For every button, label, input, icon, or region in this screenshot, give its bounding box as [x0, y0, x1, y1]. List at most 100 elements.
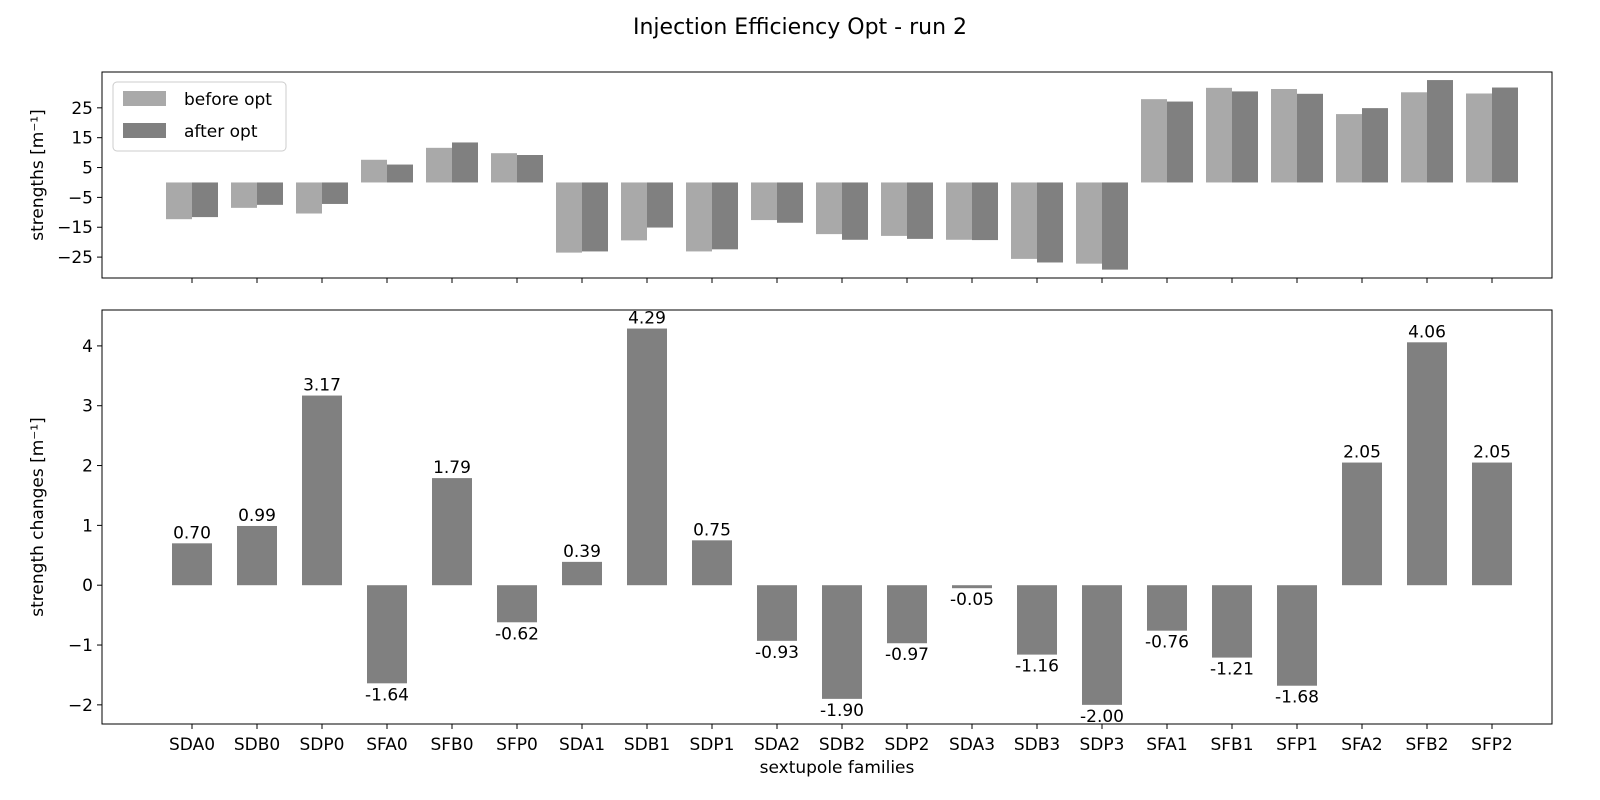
- top-bar-before-opt-sfa1: [1141, 99, 1167, 183]
- top-bar-before-opt-sfp2: [1466, 93, 1492, 183]
- top-bar-after-opt-sdp3: [1102, 182, 1128, 270]
- x-tick-label-sfa2: SFA2: [1341, 735, 1382, 755]
- top-bar-after-opt-sdp0: [322, 182, 348, 204]
- bottom-bar-sdb3: [1017, 585, 1057, 655]
- top-bar-before-opt-sfa2: [1336, 114, 1362, 183]
- data-label-sdp2: -0.97: [885, 645, 929, 665]
- bottom-bar-sfa0: [367, 585, 407, 684]
- x-tick-label-sdb3: SDB3: [1014, 735, 1060, 755]
- legend-label-after-opt: after opt: [184, 122, 258, 142]
- bottom-y-tick-label: 4: [82, 337, 93, 357]
- top-bar-after-opt-sdb2: [842, 182, 868, 240]
- x-tick-label-sdb0: SDB0: [234, 735, 280, 755]
- bottom-bar-sfb0: [432, 478, 472, 586]
- x-tick-label-sfa1: SFA1: [1146, 735, 1187, 755]
- data-label-sfp2: 2.05: [1473, 443, 1511, 463]
- top-bar-after-opt-sdb1: [647, 182, 673, 228]
- data-label-sdp1: 0.75: [693, 520, 731, 540]
- bottom-y-tick-label: −1: [68, 636, 93, 656]
- top-bar-before-opt-sfa0: [361, 159, 387, 183]
- data-label-sda2: -0.93: [755, 643, 799, 663]
- top-bar-after-opt-sda1: [582, 182, 608, 252]
- legend-swatch-before-opt: [123, 91, 166, 106]
- bottom-data-labels: 0.70 0.99 3.17 -1.64 1.79 -0.62 0.39 4.29 0.75 -0…: [173, 309, 1511, 727]
- bottom-y-tick-label: 0: [82, 576, 93, 596]
- data-label-sfa2: 2.05: [1343, 443, 1381, 463]
- top-bar-before-opt-sdp2: [881, 182, 907, 236]
- bottom-bar-sda0: [172, 543, 212, 586]
- bottom-bar-sdp1: [692, 540, 732, 586]
- data-label-sfp1: -1.68: [1275, 688, 1319, 708]
- x-tick-label-sfp1: SFP1: [1276, 735, 1318, 755]
- top-bar-before-opt-sdp3: [1076, 182, 1102, 264]
- bottom-y-ticks: 4 3 2 1 0 −1 −2: [68, 337, 102, 716]
- x-tick-label-sdb2: SDB2: [819, 735, 865, 755]
- top-bar-after-opt-sdb0: [257, 182, 283, 205]
- top-bar-after-opt-sdb3: [1037, 182, 1063, 263]
- bottom-y-tick-label: 1: [82, 516, 93, 536]
- bottom-bar-sdp3: [1082, 585, 1122, 705]
- bottom-bar-sfa1: [1147, 585, 1187, 631]
- bottom-y-tick-label: −2: [68, 696, 93, 716]
- top-bar-before-opt-sfp1: [1271, 89, 1297, 183]
- top-bar-before-opt-sda0: [166, 182, 192, 220]
- data-label-sfa0: -1.64: [365, 685, 409, 705]
- bottom-bar-sda3: [952, 585, 992, 589]
- top-bar-after-opt-sfa0: [387, 164, 413, 183]
- bottom-plot-frame: [101, 309, 1553, 725]
- bottom-bar-sdp0: [302, 395, 342, 586]
- top-bar-after-opt-sfa1: [1167, 101, 1193, 183]
- top-bar-before-opt-sdb2: [816, 182, 842, 235]
- top-x-ticks: [191, 278, 1493, 283]
- bottom-bars: [172, 328, 1512, 705]
- top-bar-before-opt-sdb3: [1011, 182, 1037, 259]
- legend: before opt after opt: [112, 81, 287, 152]
- top-y-tick-label: −25: [57, 248, 93, 268]
- bottom-bar-sfp1: [1277, 585, 1317, 686]
- x-tick-label-sfb2: SFB2: [1405, 735, 1448, 755]
- top-bar-before-opt-sfp0: [491, 153, 517, 183]
- x-tick-label-sdp0: SDP0: [300, 735, 345, 755]
- x-tick-label-sfa0: SFA0: [366, 735, 407, 755]
- data-label-sdp0: 3.17: [303, 376, 341, 396]
- data-label-sfa1: -0.76: [1145, 633, 1189, 653]
- bottom-bar-sda1: [562, 561, 602, 586]
- top-y-tick-label: 5: [82, 159, 93, 179]
- data-label-sda3: -0.05: [950, 590, 994, 610]
- x-tick-label-sdp2: SDP2: [885, 735, 930, 755]
- bottom-bar-sfp0: [497, 585, 537, 623]
- x-tick-label-sfp0: SFP0: [496, 735, 538, 755]
- top-y-tick-label: −5: [68, 188, 93, 208]
- top-y-tick-label: 15: [71, 129, 93, 149]
- top-bar-before-opt-sfb0: [426, 147, 452, 183]
- data-label-sfb1: -1.21: [1210, 660, 1254, 680]
- top-bar-after-opt-sda0: [192, 182, 218, 218]
- x-tick-label-sda3: SDA3: [949, 735, 995, 755]
- x-tick-label-sfb1: SFB1: [1210, 735, 1253, 755]
- x-tick-label-sda0: SDA0: [169, 735, 215, 755]
- data-label-sdb0: 0.99: [238, 506, 276, 526]
- top-bar-after-opt-sfb0: [452, 142, 478, 183]
- top-bar-before-opt-sda1: [556, 182, 582, 253]
- x-tick-label-sdp1: SDP1: [690, 735, 735, 755]
- top-bar-before-opt-sdp1: [686, 182, 712, 252]
- top-y-ticks: 25 15 5 −5 −15 −25: [57, 99, 102, 268]
- top-panel: 25 15 5 −5 −15 −25 strengths [m⁻¹] before opt…: [28, 71, 1553, 283]
- data-label-sdb1: 4.29: [628, 309, 666, 329]
- bottom-bar-sfa2: [1342, 462, 1382, 586]
- top-bar-before-opt-sdb0: [231, 182, 257, 208]
- legend-label-before-opt: before opt: [184, 90, 272, 110]
- legend-swatch-after-opt: [123, 123, 166, 138]
- data-label-sfb0: 1.79: [433, 458, 471, 478]
- top-bar-after-opt-sda2: [777, 182, 803, 223]
- top-plot-frame: [101, 71, 1553, 279]
- top-y-tick-label: 25: [71, 99, 93, 119]
- top-bar-after-opt-sfp0: [517, 154, 543, 183]
- data-label-sfp0: -0.62: [495, 624, 539, 644]
- bottom-bar-sdb0: [237, 525, 277, 586]
- bottom-y-axis-label: strength changes [m⁻¹]: [28, 417, 48, 616]
- data-label-sdp3: -2.00: [1080, 707, 1124, 727]
- bottom-bar-sfb1: [1212, 585, 1252, 658]
- x-tick-label-sfb0: SFB0: [430, 735, 473, 755]
- top-bar-after-opt-sfp1: [1297, 93, 1323, 183]
